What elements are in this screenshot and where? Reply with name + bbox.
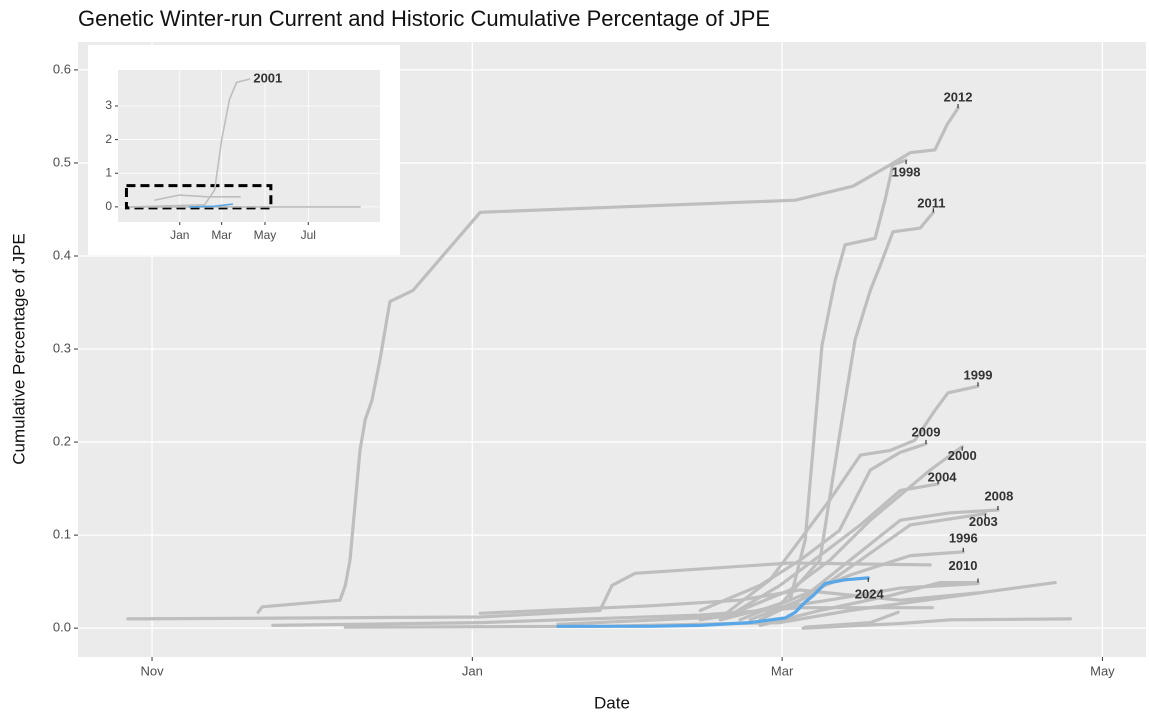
series-label: 1998 <box>892 165 921 180</box>
panel <box>118 70 380 222</box>
y-tick-label: 0.0 <box>53 620 71 635</box>
series-line <box>698 442 928 613</box>
y-tick-label: 1 <box>105 165 112 179</box>
y-tick-label: 0.4 <box>53 247 71 262</box>
series-label: 2012 <box>944 89 973 104</box>
x-tick-label: Jan <box>462 663 483 678</box>
x-tick-label: Jul <box>301 228 316 242</box>
series-label: 2011 <box>917 196 945 211</box>
x-tick-label: Jan <box>170 228 189 242</box>
series-label: 1996 <box>949 530 978 545</box>
series-line <box>126 561 932 621</box>
zoom-window <box>124 184 273 210</box>
y-tick-label: 2 <box>105 132 112 146</box>
y-axis-title: Cumulative Percentage of JPE <box>9 233 28 465</box>
inset-plot: 0 1 2 3 Jan Mar May Jul 2001 <box>105 70 380 242</box>
series-line <box>758 581 980 627</box>
series-label: 2000 <box>948 448 977 463</box>
series-line <box>154 194 241 201</box>
y-tick-label: 0.2 <box>53 434 71 449</box>
series-label: 2004 <box>928 469 958 484</box>
series-label: 2003 <box>969 514 998 529</box>
series-line <box>728 482 940 617</box>
x-axis-title: Date <box>594 693 630 712</box>
y-tick-label: 0.5 <box>53 154 71 169</box>
series-line <box>738 445 964 613</box>
series-line <box>758 512 987 622</box>
series-line <box>188 203 234 208</box>
series-label: 2001 <box>253 71 282 86</box>
series-line <box>801 617 1072 630</box>
x-tick-label: Mar <box>771 663 794 678</box>
series-line <box>256 106 960 614</box>
x-tick-label: May <box>254 228 277 242</box>
series-line <box>803 610 900 629</box>
series-line <box>556 581 980 626</box>
y-tick-label: 0 <box>105 199 112 213</box>
y-tick-label: 0.3 <box>53 340 71 355</box>
series-line <box>271 606 934 627</box>
x-tick-label: Nov <box>140 663 164 678</box>
series-label: 2024 <box>855 586 885 601</box>
series-line <box>478 588 980 615</box>
series-line <box>738 550 965 622</box>
series-label: 2010 <box>949 558 978 573</box>
chart-title: Genetic Winter-run Current and Historic … <box>78 6 770 31</box>
y-tick-label: 0.6 <box>53 61 71 76</box>
y-tick-label: 3 <box>105 98 112 112</box>
x-tick-label: May <box>1090 663 1115 678</box>
y-tick-label: 0.1 <box>53 527 71 542</box>
x-tick-label: Mar <box>211 228 232 242</box>
series-label: 2009 <box>912 424 941 439</box>
series-label: 1999 <box>964 368 993 383</box>
series-line <box>718 384 980 620</box>
series-line <box>129 78 251 208</box>
series-label: 2008 <box>984 488 1013 503</box>
series-line <box>556 576 870 628</box>
series-line <box>343 581 1057 629</box>
